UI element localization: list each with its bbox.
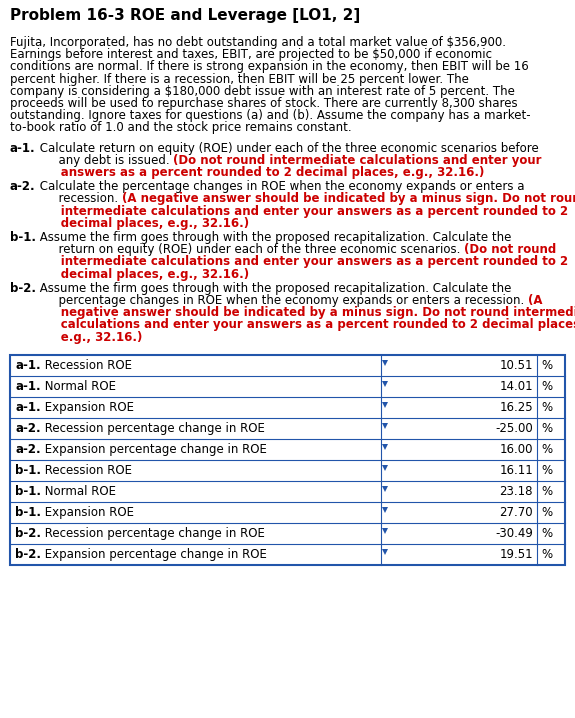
Text: Recession ROE: Recession ROE [41,464,132,477]
Text: %: % [541,443,552,456]
Text: %: % [541,464,552,477]
Text: Normal ROE: Normal ROE [41,485,116,498]
Text: %: % [541,485,552,498]
Text: Assume the firm goes through with the proposed recapitalization. Calculate the: Assume the firm goes through with the pr… [36,281,511,295]
Text: 10.51: 10.51 [500,359,533,372]
Text: 16.00: 16.00 [500,443,533,456]
Text: (A: (A [528,294,542,307]
Text: outstanding. Ignore taxes for questions (a) and (b). Assume the company has a ma: outstanding. Ignore taxes for questions … [10,109,531,122]
Text: Calculate the percentage changes in ROE when the economy expands or enters a: Calculate the percentage changes in ROE … [36,180,524,193]
Text: recession.: recession. [36,192,122,205]
Text: proceeds will be used to repurchase shares of stock. There are currently 8,300 s: proceeds will be used to repurchase shar… [10,97,518,110]
Text: %: % [541,548,552,561]
Text: (Do not round: (Do not round [464,243,557,256]
Text: a-1.: a-1. [15,359,41,372]
Text: (A negative answer should be indicated by a minus sign. Do not round: (A negative answer should be indicated b… [122,192,575,205]
Text: a-1.: a-1. [15,401,41,414]
Bar [10,355,565,565]
Text: 16.25: 16.25 [499,401,533,414]
Text: %: % [541,527,552,540]
Text: 14.01: 14.01 [499,380,533,393]
Text: Expansion ROE: Expansion ROE [41,505,134,519]
Text: a-2.: a-2. [10,180,36,193]
Text: e.g., 32.16.): e.g., 32.16.) [36,330,143,344]
Text: 27.70: 27.70 [499,505,533,519]
Text: Expansion percentage change in ROE: Expansion percentage change in ROE [41,443,266,456]
Text: %: % [541,421,552,435]
Text: Earnings before interest and taxes, EBIT, are projected to be $50,000 if economi: Earnings before interest and taxes, EBIT… [10,48,492,61]
Text: 19.51: 19.51 [499,548,533,561]
Text: Calculate return on equity (ROE) under each of the three economic scenarios befo: Calculate return on equity (ROE) under e… [36,141,539,154]
Text: Recession ROE: Recession ROE [41,359,132,372]
Text: Expansion ROE: Expansion ROE [41,401,133,414]
Text: answers as a percent rounded to 2 decimal places, e.g., 32.16.): answers as a percent rounded to 2 decima… [36,166,484,179]
Text: intermediate calculations and enter your answers as a percent rounded to 2: intermediate calculations and enter your… [36,205,568,218]
Text: Problem 16-3 ROE and Leverage [LO1, 2]: Problem 16-3 ROE and Leverage [LO1, 2] [10,8,361,23]
Text: calculations and enter your answers as a percent rounded to 2 decimal places,: calculations and enter your answers as a… [36,318,575,332]
Text: b-2.: b-2. [10,281,36,295]
Text: return on equity (ROE) under each of the three economic scenarios.: return on equity (ROE) under each of the… [36,243,464,256]
Text: Recession percentage change in ROE: Recession percentage change in ROE [41,421,264,435]
Text: %: % [541,505,552,519]
Text: Assume the firm goes through with the proposed recapitalization. Calculate the: Assume the firm goes through with the pr… [36,231,511,244]
Text: b-1.: b-1. [15,464,41,477]
Text: percentage changes in ROE when the economy expands or enters a recession.: percentage changes in ROE when the econo… [36,294,528,307]
Text: intermediate calculations and enter your answers as a percent rounded to 2: intermediate calculations and enter your… [36,256,568,269]
Text: (Do not round intermediate calculations and enter your: (Do not round intermediate calculations … [174,154,542,167]
Text: %: % [541,380,552,393]
Text: decimal places, e.g., 32.16.): decimal places, e.g., 32.16.) [36,268,249,281]
Text: Expansion percentage change in ROE: Expansion percentage change in ROE [41,548,267,561]
Text: a-1.: a-1. [10,141,36,154]
Text: Normal ROE: Normal ROE [41,380,116,393]
Text: Recession percentage change in ROE: Recession percentage change in ROE [41,527,265,540]
Text: b-2.: b-2. [15,527,41,540]
Text: -25.00: -25.00 [495,421,533,435]
Text: Fujita, Incorporated, has no debt outstanding and a total market value of $356,9: Fujita, Incorporated, has no debt outsta… [10,36,506,49]
Text: 23.18: 23.18 [500,485,533,498]
Text: b-1.: b-1. [15,485,41,498]
Text: -30.49: -30.49 [495,527,533,540]
Text: b-2.: b-2. [15,548,41,561]
Text: b-1.: b-1. [10,231,36,244]
Text: b-1.: b-1. [15,505,41,519]
Text: decimal places, e.g., 32.16.): decimal places, e.g., 32.16.) [36,217,249,230]
Text: percent higher. If there is a recession, then EBIT will be 25 percent lower. The: percent higher. If there is a recession,… [10,73,469,85]
Text: to-book ratio of 1.0 and the stock price remains constant.: to-book ratio of 1.0 and the stock price… [10,121,352,134]
Text: any debt is issued.: any debt is issued. [36,154,174,167]
Text: a-1.: a-1. [15,380,41,393]
Text: conditions are normal. If there is strong expansion in the economy, then EBIT wi: conditions are normal. If there is stron… [10,60,529,73]
Text: a-2.: a-2. [15,443,41,456]
Text: company is considering a $180,000 debt issue with an interest rate of 5 percent.: company is considering a $180,000 debt i… [10,85,515,98]
Text: a-2.: a-2. [15,421,41,435]
Text: %: % [541,359,552,372]
Text: %: % [541,401,552,414]
Text: 16.11: 16.11 [499,464,533,477]
Text: negative answer should be indicated by a minus sign. Do not round intermediate: negative answer should be indicated by a… [36,306,575,320]
